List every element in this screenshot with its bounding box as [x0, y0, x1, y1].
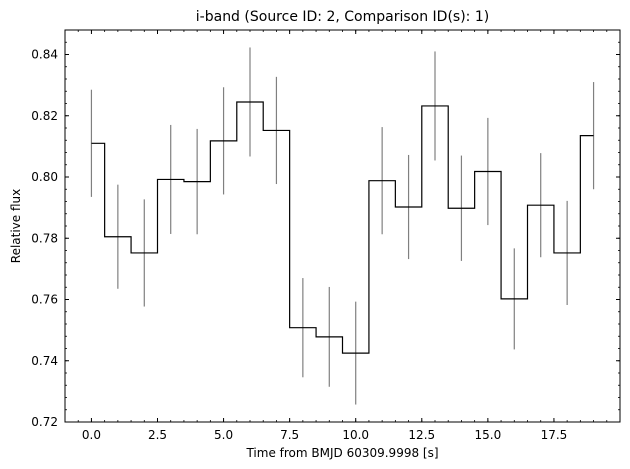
- x-tick-label: 17.5: [541, 428, 568, 442]
- y-tick-label: 0.80: [31, 170, 58, 184]
- x-tick-label: 7.5: [280, 428, 299, 442]
- x-axis-ticks: 0.0 2.5 5.0 7.5 10.0 12.5 15.0 17.5: [64, 30, 621, 442]
- x-tick-label: 15.0: [474, 428, 501, 442]
- y-tick-label: 0.82: [31, 109, 58, 123]
- x-tick-label: 12.5: [408, 428, 435, 442]
- y-axis-label: Relative flux: [9, 189, 23, 263]
- series-step-line: [91, 101, 594, 354]
- x-tick-label: 0.0: [82, 428, 101, 442]
- y-tick-label: 0.84: [31, 48, 58, 62]
- x-axis-label: Time from BMJD 60309.9998 [s]: [245, 446, 438, 460]
- x-tick-label: 2.5: [148, 428, 167, 442]
- x-tick-label: 10.0: [342, 428, 369, 442]
- y-axis-ticks: 0.72 0.74 0.76 0.78 0.80 0.82 0.84: [31, 29, 620, 429]
- chart-title: i-band (Source ID: 2, Comparison ID(s): …: [196, 9, 489, 25]
- y-tick-label: 0.74: [31, 354, 58, 368]
- y-tick-label: 0.76: [31, 293, 58, 307]
- y-tick-label: 0.72: [31, 415, 58, 429]
- y-tick-label: 0.78: [31, 231, 58, 245]
- x-tick-label: 5.0: [214, 428, 233, 442]
